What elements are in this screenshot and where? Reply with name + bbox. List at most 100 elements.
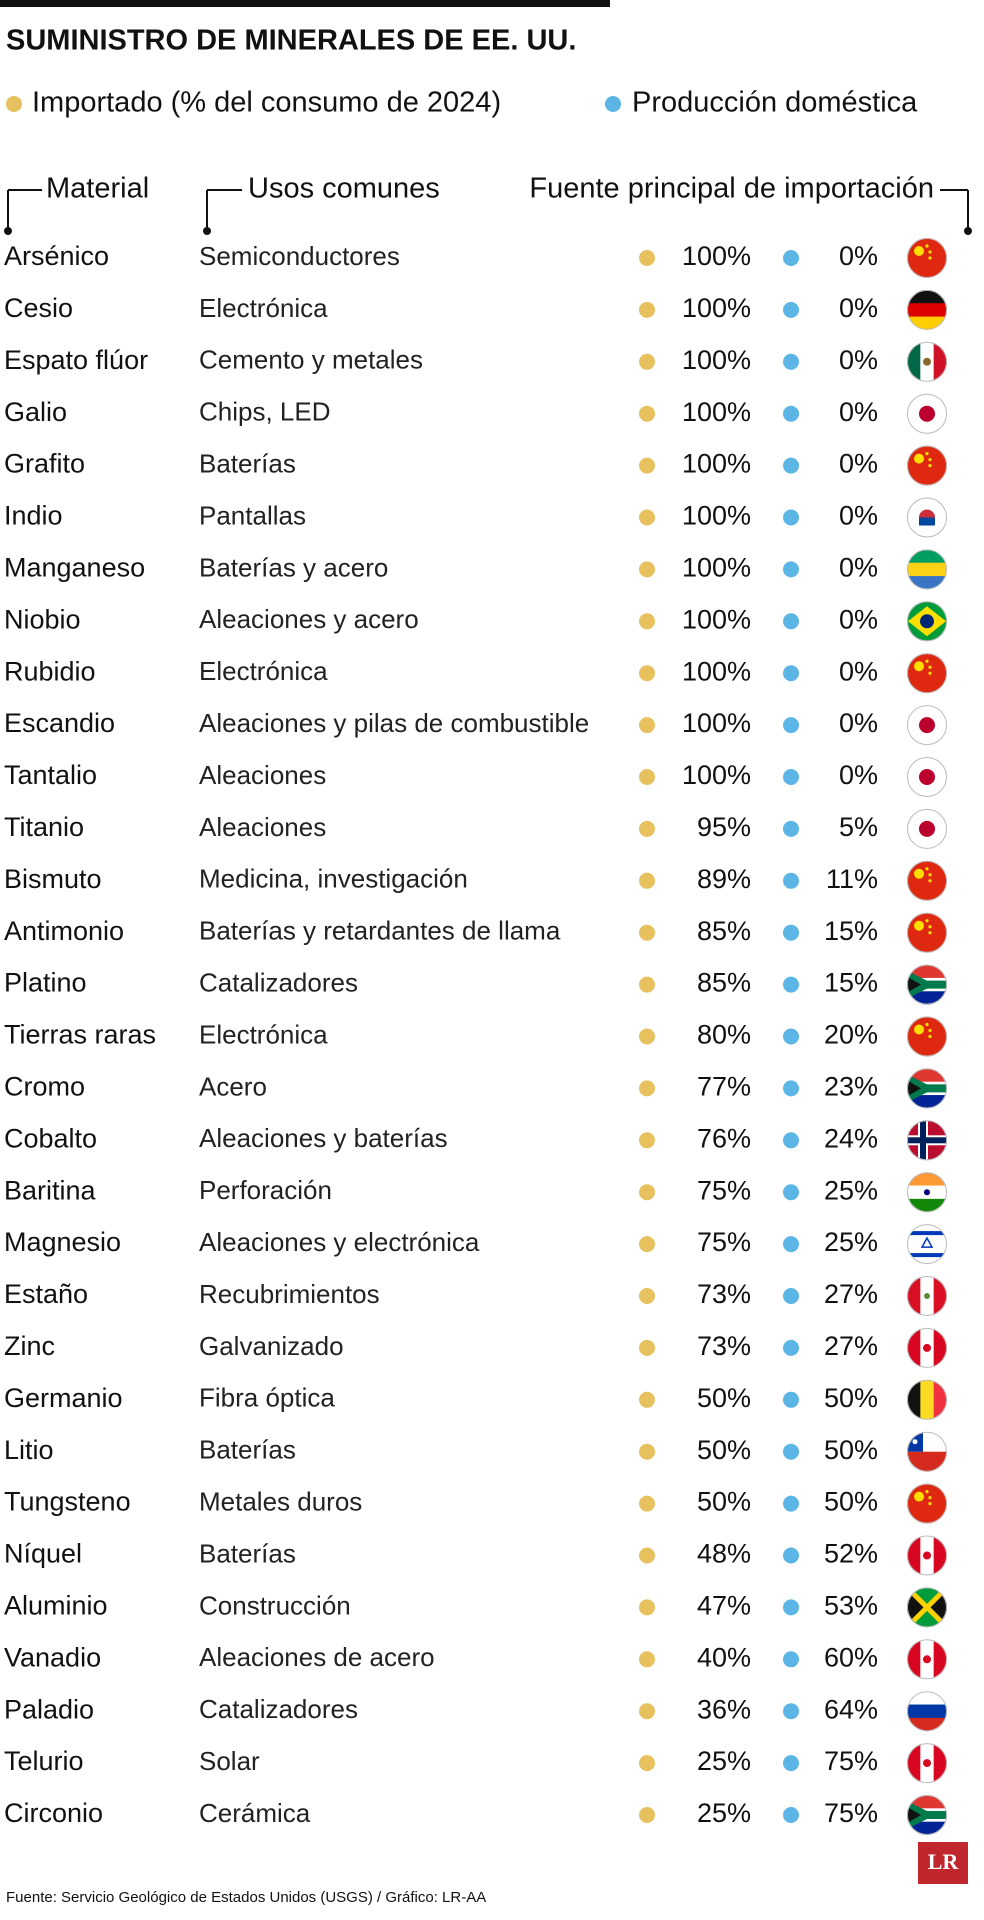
flag-part [907,1587,927,1628]
domestic-dot [783,924,799,941]
imported-dot [639,1443,655,1460]
material: Cobalto [4,1123,97,1153]
flag-part [925,1022,929,1027]
material: Paladio [4,1694,94,1724]
domestic-value: 50% [824,1383,878,1413]
use: Metales duros [199,1486,362,1516]
flag-outline [907,705,947,746]
use: Galvanizado [199,1331,344,1361]
use: Baterías y acero [199,552,388,582]
flag-part [928,1034,932,1039]
domestic-value: 5% [839,812,878,842]
imported-value: 100% [682,708,751,738]
domestic-dot [783,665,799,682]
material: Aluminio [4,1591,108,1621]
flag-part [907,1451,947,1472]
domestic-dot [783,820,799,837]
flag-outline [907,1224,947,1265]
domestic-value: 0% [839,293,878,323]
flag-part [907,1231,947,1236]
imported-dot [639,1703,655,1720]
imported-dot [639,1807,655,1823]
domestic-dot [783,1703,799,1720]
flag-part [925,452,929,456]
material: Manganeso [4,553,145,583]
material: Litio [4,1435,54,1465]
use: Electrónica [199,293,328,323]
flag [907,757,947,797]
imported-dot [639,976,655,993]
imported-dot [639,717,655,734]
flag [907,1016,947,1057]
imported-value: 73% [697,1279,751,1309]
imported-value: 100% [682,345,751,375]
flag-outline [907,393,947,434]
source: Fuente: Servicio Geológico de Estados Un… [6,1889,486,1906]
flag-outline [907,1379,947,1420]
use: Chips, LED [199,397,331,427]
domestic-value: 23% [824,1072,878,1102]
flag-part [925,1490,929,1494]
imported-value: 100% [682,449,751,479]
material: Estaño [4,1279,88,1309]
domestic-dot [783,301,799,318]
imported-value: 48% [697,1539,751,1569]
flag-part [914,868,924,879]
domestic-value: 60% [824,1642,878,1672]
flag-part [924,1189,930,1196]
flag-part [920,1120,926,1161]
flag-part [928,1496,932,1500]
flag-part [928,1502,932,1506]
column-header: Usos comunes [248,173,440,205]
flag-part [914,453,924,464]
material: Circonio [4,1798,103,1828]
flag-part [907,1587,947,1628]
imported-value: 75% [697,1175,751,1205]
use: Baterías [199,448,296,478]
domestic-dot [783,1236,799,1253]
use: Aleaciones y baterías [199,1123,448,1153]
legend-dot-imported [6,96,22,112]
flag-part [907,1074,947,1103]
flag [907,912,947,953]
flag [907,601,947,642]
material: Cesio [4,293,73,323]
imported-value: 75% [697,1227,751,1257]
use: Aleaciones y pilas de combustible [199,708,589,738]
column-header: Fuente principal de importación [529,173,934,205]
domestic-value: 0% [839,345,878,375]
flag-outline [907,860,947,901]
imported-value: 89% [697,864,751,894]
flag-part [923,1551,931,1560]
imported-value: 100% [682,501,751,531]
domestic-value: 27% [824,1331,878,1361]
imported-value: 47% [697,1591,751,1621]
imported-dot [639,405,655,422]
imported-value: 76% [697,1123,751,1153]
imported-dot [639,613,655,630]
flag-outline [907,601,947,642]
use: Electrónica [199,1019,328,1049]
flag [907,808,947,849]
domestic-value: 0% [839,656,878,686]
flag-part [919,517,935,526]
flag [907,1224,947,1265]
flag-part [907,1080,921,1097]
flag-part [925,867,929,871]
flag-outline [907,1068,947,1109]
flag-outline [907,341,947,382]
domestic-value: 52% [824,1539,878,1569]
domestic-value: 11% [826,864,878,894]
material: Tungsteno [4,1487,131,1517]
imported-dot [639,1184,655,1201]
domestic-value: 15% [824,968,878,998]
material: Espato flúor [4,345,148,375]
material: Magnesio [4,1227,121,1257]
domestic-value: 53% [824,1591,878,1621]
imported-dot [639,1651,655,1668]
imported-dot [639,457,655,474]
imported-value: 73% [697,1331,751,1361]
use: Pantallas [199,500,306,530]
logo-box [918,1842,968,1884]
imported-dot [639,1288,655,1304]
